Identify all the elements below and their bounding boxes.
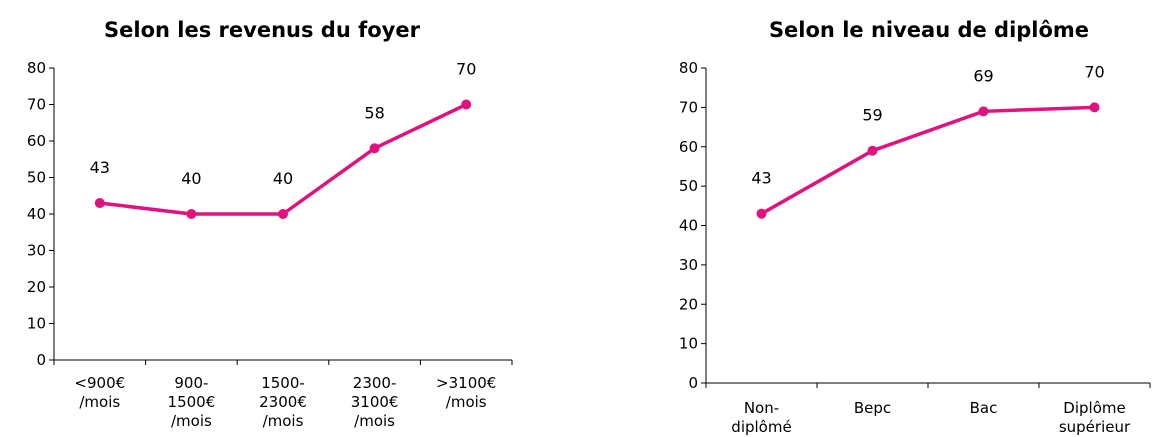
x-category-label: Non-diplômé: [731, 399, 791, 436]
x-category-label: Bac: [970, 399, 998, 417]
y-tick-label: 30: [679, 256, 698, 274]
y-tick-label: 60: [679, 138, 698, 156]
data-point: [1089, 102, 1100, 113]
y-tick-label: 10: [679, 335, 698, 353]
y-tick-label: 0: [688, 374, 698, 392]
data-label: 69: [973, 66, 993, 85]
y-tick-label: 20: [27, 278, 46, 296]
x-category-label: 900-1500€/mois: [168, 374, 216, 430]
x-category-label: Bepc: [854, 399, 891, 417]
data-label: 59: [862, 106, 882, 125]
data-point: [278, 209, 288, 219]
series-line: [760, 105, 1095, 216]
data-point: [461, 99, 472, 110]
data-label: 70: [456, 60, 476, 79]
data-point: [186, 209, 197, 219]
y-tick-label: 0: [36, 351, 46, 369]
chart-diplome: Selon le niveau de diplôme 0 10 20 30 40 50 60 7…: [679, 18, 1151, 436]
data-point: [94, 198, 105, 209]
y-tick-label: 80: [27, 59, 46, 77]
data-point: [978, 106, 989, 117]
chart-title: Selon le niveau de diplôme: [769, 18, 1089, 42]
y-tick-label: 20: [679, 295, 698, 313]
y-tick-label: 40: [679, 217, 698, 235]
chart-revenus: Selon les revenus du foyer 0 10 20 30 40 50 60 7…: [27, 18, 513, 430]
data-label: 40: [181, 169, 201, 188]
data-point: [867, 145, 878, 156]
x-category-label: <900€/mois: [74, 374, 125, 411]
data-label: 40: [273, 169, 293, 188]
x-category-label: 1500-2300€/mois: [259, 374, 307, 430]
data-point: [756, 208, 767, 219]
data-label: 70: [1084, 62, 1104, 81]
data-label: 43: [90, 158, 110, 177]
x-category-label: >3100€/mois: [436, 374, 496, 411]
x-category-label: 2300-3100€/mois: [351, 374, 399, 430]
y-tick-label: 50: [679, 177, 698, 195]
data-label: 43: [751, 169, 771, 188]
y-tick-label: 80: [679, 59, 698, 77]
y-tick-label: 40: [27, 205, 46, 223]
y-tick-label: 70: [27, 96, 46, 114]
chart-title: Selon les revenus du foyer: [104, 18, 421, 42]
series-line: [99, 102, 467, 216]
y-tick-label: 30: [27, 242, 46, 260]
data-label: 58: [364, 103, 384, 122]
y-tick-label: 70: [679, 98, 698, 116]
x-category-label: Diplôme supérieur: [1059, 399, 1131, 436]
y-tick-label: 10: [27, 315, 46, 333]
y-tick-label: 50: [27, 169, 46, 187]
data-point: [369, 143, 380, 154]
y-tick-label: 60: [27, 132, 46, 150]
